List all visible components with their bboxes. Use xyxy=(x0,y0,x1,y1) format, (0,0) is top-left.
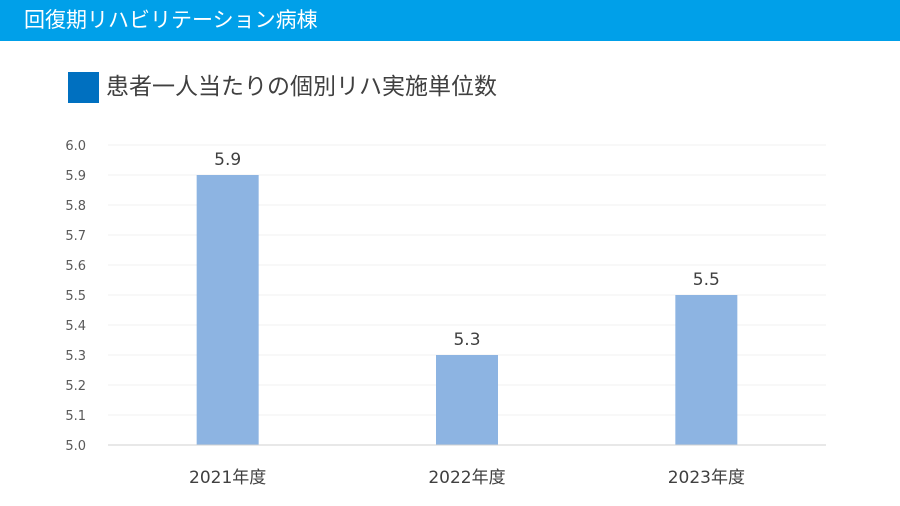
y-tick-label: 5.9 xyxy=(65,169,86,184)
y-tick-label: 5.8 xyxy=(65,199,86,214)
x-category-label: 2021年度 xyxy=(189,468,266,488)
x-category-label: 2023年度 xyxy=(668,468,745,488)
chart-title-row: 患者一人当たりの個別リハ実施単位数 xyxy=(68,70,497,104)
y-tick-label: 5.1 xyxy=(65,409,86,424)
data-label: 5.9 xyxy=(214,150,241,170)
header-bar: 回復期リハビリテーション病棟 xyxy=(0,0,900,41)
y-tick-label: 6.0 xyxy=(65,139,86,154)
chart-title: 患者一人当たりの個別リハ実施単位数 xyxy=(106,73,497,100)
y-tick-label: 5.7 xyxy=(65,229,86,244)
data-label: 5.5 xyxy=(693,270,720,290)
bar xyxy=(436,355,498,445)
y-tick-label: 5.5 xyxy=(65,289,86,304)
y-tick-label: 5.3 xyxy=(65,349,86,364)
y-axis-ticks: 6.0 5.9 5.8 5.7 5.6 5.5 5.4 5.3 5.2 5.1 5.0 xyxy=(65,139,86,454)
bars xyxy=(196,175,738,445)
data-label: 5.3 xyxy=(453,330,480,350)
data-labels: 5.9 5.3 5.5 xyxy=(214,150,720,350)
bar xyxy=(196,175,259,445)
y-tick-label: 5.4 xyxy=(65,319,86,334)
square-marker-icon xyxy=(68,71,99,103)
header-title: 回復期リハビリテーション病棟 xyxy=(24,8,318,32)
x-axis-categories: 2021年度 2022年度 2023年度 xyxy=(189,468,745,488)
y-tick-label: 5.2 xyxy=(65,379,86,394)
x-category-label: 2022年度 xyxy=(428,468,505,488)
y-tick-label: 5.6 xyxy=(65,259,86,274)
bar xyxy=(675,295,738,445)
y-tick-label: 5.0 xyxy=(65,439,86,454)
